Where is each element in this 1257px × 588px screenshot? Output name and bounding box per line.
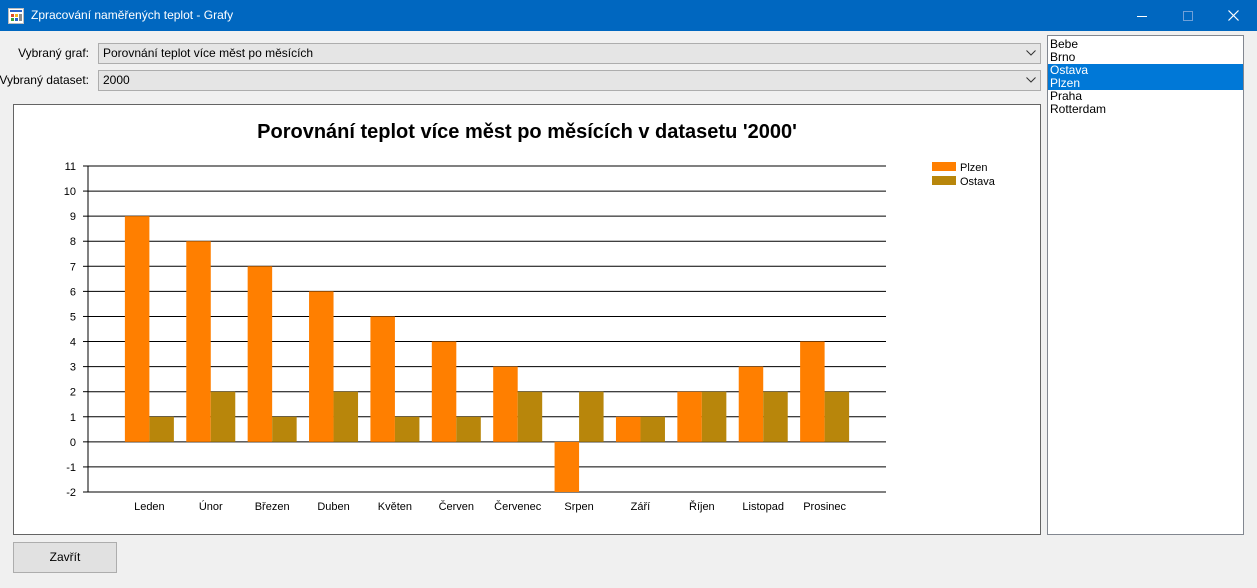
city-list-item[interactable]: Brno — [1050, 50, 1076, 64]
bar-chart: Porovnání teplot více měst po měsících v… — [64, 121, 996, 513]
x-tick-label: Listopad — [742, 501, 784, 513]
bar-plzen — [124, 216, 150, 442]
maximize-button — [1165, 0, 1211, 31]
x-tick-label: Duben — [317, 501, 349, 513]
title-bar[interactable]: Zpracování naměřených teplot - Grafy — [0, 0, 1257, 31]
legend-label: Plzen — [960, 162, 988, 174]
bar-plzen — [493, 366, 518, 442]
close-icon — [1227, 10, 1239, 21]
maximize-icon — [1183, 10, 1193, 21]
minimize-icon — [1137, 15, 1147, 17]
bar-plzen — [370, 316, 395, 442]
x-tick-label: Červenec — [494, 500, 542, 513]
y-tick-label: -1 — [66, 462, 76, 474]
bar-ostava — [579, 391, 604, 442]
dataset-select[interactable]: 2000 — [98, 70, 1041, 91]
bar-plzen — [309, 291, 334, 442]
x-tick-label: Květen — [378, 501, 412, 513]
dataset-select-value: 2000 — [103, 73, 130, 87]
bar-plzen — [800, 341, 825, 442]
minimize-button[interactable] — [1119, 0, 1165, 31]
chevron-down-icon — [1026, 77, 1036, 83]
x-tick-label: Září — [631, 501, 651, 513]
y-tick-label: -2 — [66, 487, 76, 499]
graph-label: Vybraný graf: — [18, 46, 89, 60]
bar-ostava — [640, 416, 665, 442]
bar-ostava — [333, 391, 359, 442]
y-tick-label: 2 — [70, 387, 76, 399]
bar-ostava — [517, 391, 543, 442]
bar-ostava — [272, 416, 297, 442]
y-tick-label: 3 — [70, 362, 76, 374]
y-tick-label: 1 — [70, 412, 76, 424]
bar-plzen — [677, 391, 702, 442]
bar-ostava — [763, 391, 788, 442]
bar-plzen — [615, 416, 641, 442]
legend-swatch — [932, 176, 956, 185]
legend-swatch — [932, 162, 956, 171]
y-tick-label: 0 — [70, 437, 76, 449]
bar-plzen — [186, 241, 211, 442]
legend-label: Ostava — [960, 176, 996, 188]
bar-plzen — [247, 266, 273, 442]
x-tick-label: Srpen — [564, 501, 593, 513]
bar-ostava — [210, 391, 236, 442]
bar-plzen — [431, 341, 457, 442]
city-list-item[interactable]: Bebe — [1050, 37, 1079, 51]
city-list-item[interactable]: Ostava — [1048, 64, 1243, 77]
dataset-label: Vybraný dataset: — [0, 73, 89, 87]
x-tick-label: Říjen — [689, 500, 715, 513]
y-tick-label: 11 — [65, 161, 76, 173]
graph-select-value: Porovnání teplot více měst po měsících — [103, 46, 314, 60]
bar-ostava — [149, 416, 174, 442]
y-tick-label: 5 — [70, 311, 76, 323]
close-button[interactable]: Zavřít — [13, 542, 117, 573]
y-tick-label: 10 — [64, 186, 76, 198]
window-title: Zpracování naměřených teplot - Grafy — [31, 8, 234, 22]
y-tick-label: 9 — [70, 211, 76, 223]
close-window-button[interactable] — [1210, 0, 1256, 31]
city-listbox[interactable]: Bebe Brno Ostava Plzen Praha Rotterdam — [1047, 35, 1244, 535]
y-tick-label: 7 — [70, 261, 76, 273]
bar-ostava — [701, 391, 727, 442]
city-list-item[interactable]: Plzen — [1048, 77, 1243, 90]
x-tick-label: Březen — [255, 501, 290, 513]
bar-ostava — [456, 416, 481, 442]
bar-plzen — [554, 441, 580, 492]
y-tick-label: 6 — [70, 286, 76, 298]
x-tick-label: Červen — [439, 500, 474, 513]
app-icon — [8, 8, 24, 24]
x-tick-label: Únor — [199, 500, 223, 513]
bar-ostava — [394, 416, 420, 442]
chevron-down-icon — [1026, 50, 1036, 56]
y-tick-label: 8 — [70, 236, 76, 248]
chart-panel: Porovnání teplot více měst po měsících v… — [13, 104, 1041, 535]
graph-select[interactable]: Porovnání teplot více měst po měsících — [98, 43, 1041, 64]
bar-ostava — [824, 391, 850, 442]
bar-plzen — [738, 366, 764, 442]
city-list-item[interactable]: Praha — [1050, 89, 1083, 103]
x-tick-label: Leden — [134, 501, 165, 513]
chart-title: Porovnání teplot více měst po měsících v… — [257, 121, 797, 143]
city-list-item[interactable]: Rotterdam — [1050, 102, 1107, 116]
y-tick-label: 4 — [70, 337, 76, 349]
x-tick-label: Prosinec — [803, 501, 846, 513]
